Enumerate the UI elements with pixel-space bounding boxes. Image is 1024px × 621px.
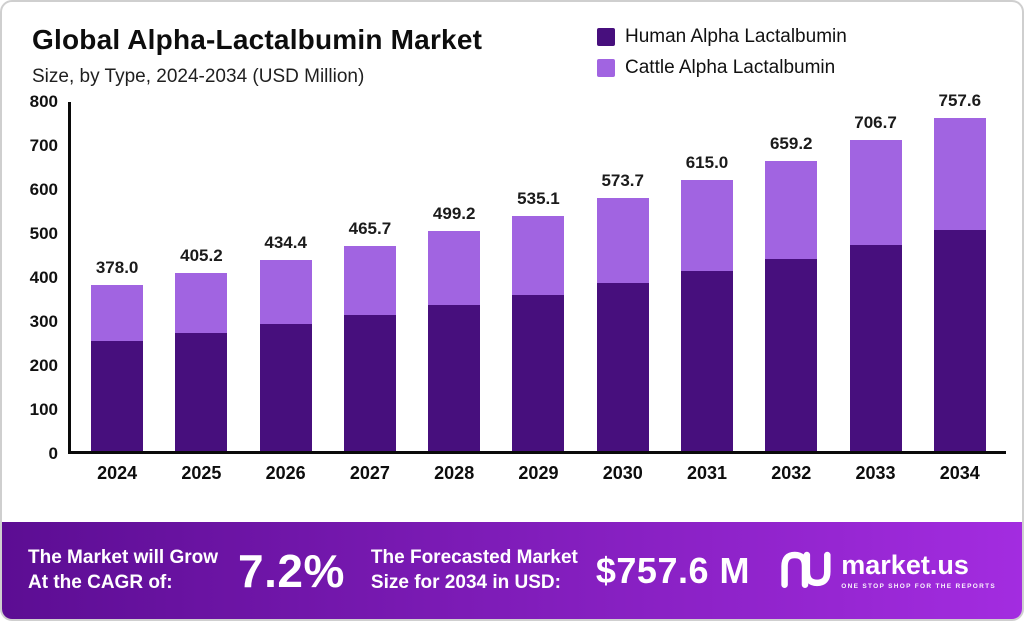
bar-segment-human <box>428 305 481 451</box>
bar-group: 378.0 <box>90 258 144 451</box>
x-axis-label: 2024 <box>97 463 138 483</box>
brand-text: market.us ONE STOP SHOP FOR THE REPORTS <box>841 549 996 590</box>
bar-segment-human <box>933 230 986 451</box>
bar-total-label: 757.6 <box>938 91 982 110</box>
forecast-label-line2: Size for 2034 in USD: <box>370 571 561 593</box>
chart-legend: Human Alpha Lactalbumin Cattle Alpha Lact… <box>597 26 847 79</box>
brand-name: market.us <box>841 549 969 580</box>
bar-segment-human <box>259 324 312 451</box>
y-tick-label: 200 <box>29 356 58 375</box>
bar-total-label: 706.7 <box>854 113 897 132</box>
bar-group: 573.7 <box>596 171 650 451</box>
plot-wrap: 378.0 405.2 434.4 465.7 499.2 535.1 573.7 615.0… <box>68 91 1006 522</box>
x-axis-label: 2032 <box>771 463 812 483</box>
bar-total-label: 405.2 <box>180 246 223 265</box>
y-tick-label: 400 <box>29 268 58 287</box>
forecast-value: $757.6 M <box>595 549 750 591</box>
bar-group: 405.2 <box>174 246 228 451</box>
x-axis-label: 2031 <box>686 463 727 483</box>
bar-segment-human <box>849 245 902 451</box>
bar-total-label: 535.1 <box>517 189 560 208</box>
bar-segment-cattle <box>91 285 144 341</box>
cagr-label-line1: The Market will Grow <box>28 546 219 568</box>
bar-segment-cattle <box>259 260 312 324</box>
bar-total-label: 499.2 <box>432 204 476 223</box>
bar-total-label: 659.2 <box>769 134 813 153</box>
bar-segment-human <box>343 315 396 451</box>
page-title: Global Alpha-Lactalbumin Market <box>32 24 483 55</box>
bar-total-label: 465.7 <box>348 219 392 238</box>
bar-group: 757.6 <box>933 91 987 451</box>
bar-segment-human <box>91 341 144 451</box>
y-tick-label: 700 <box>29 136 58 155</box>
x-axis-labels: 2024 2025 2026 2027 2028 2029 2030 2031 2032 2033… <box>71 463 1006 484</box>
y-tick-label: 100 <box>29 400 58 419</box>
bar-segment-cattle <box>512 216 565 295</box>
bar-segment-human <box>512 295 565 451</box>
chart-area: 0 100 200 300 400 500 600 700 800 378.0 405.2 434.… <box>2 88 1022 522</box>
legend-item: Human Alpha Lactalbumin <box>597 26 847 48</box>
bar-total-label: 378.0 <box>95 258 139 277</box>
x-axis-label: 2033 <box>855 463 896 483</box>
x-axis-label: 2028 <box>434 463 475 483</box>
bar-segment-cattle <box>596 198 649 283</box>
plot-area: 378.0 405.2 434.4 465.7 499.2 535.1 573.7 615.0… <box>68 91 1006 454</box>
y-tick-label: 0 <box>48 444 58 463</box>
bar-group: 535.1 <box>511 189 565 451</box>
bar-segment-human <box>765 259 818 451</box>
y-tick-label: 600 <box>29 180 58 199</box>
cagr-label-line2: At the CAGR of: <box>28 571 173 593</box>
y-tick-label: 300 <box>29 312 58 331</box>
chart-header: Global Alpha-Lactalbumin Market Size, by… <box>2 2 1022 88</box>
legend-swatch-icon <box>597 59 615 77</box>
bar-group: 659.2 <box>764 134 818 451</box>
bar-group: 706.7 <box>849 113 903 451</box>
y-tick-label: 500 <box>29 224 58 243</box>
forecast-label-line1: The Forecasted Market <box>370 546 578 568</box>
x-axis-label: 2029 <box>518 463 559 483</box>
bar-group: 615.0 <box>680 153 734 451</box>
bar-total-label: 573.7 <box>601 171 644 190</box>
brand-logo[interactable]: market.us ONE STOP SHOP FOR THE REPORTS <box>779 547 996 594</box>
bar-segment-human <box>596 283 649 451</box>
cagr-value: 7.2% <box>238 544 345 597</box>
legend-label: Cattle Alpha Lactalbumin <box>625 57 836 78</box>
bar-segment-cattle <box>680 180 733 271</box>
bar-segment-human <box>680 271 733 451</box>
forecast-label: The Forecasted Market Size for 2034 in U… <box>371 546 578 595</box>
bar-segment-cattle <box>933 118 986 230</box>
y-tick-label: 800 <box>29 92 58 111</box>
brand-tagline: ONE STOP SHOP FOR THE REPORTS <box>841 582 996 590</box>
x-axis-label: 2030 <box>602 463 643 483</box>
bar-segment-human <box>175 333 228 451</box>
legend-label: Human Alpha Lactalbumin <box>625 26 847 47</box>
bar-segment-cattle <box>175 273 228 333</box>
bar-group: 434.4 <box>259 233 313 451</box>
bar-segment-cattle <box>765 161 818 259</box>
y-axis: 0 100 200 300 400 500 600 700 800 <box>22 92 68 463</box>
x-axis-label: 2025 <box>181 463 222 483</box>
x-axis-label: 2034 <box>939 463 980 483</box>
bar-segment-cattle <box>428 231 481 305</box>
bar-total-label: 615.0 <box>685 153 729 172</box>
bar-segment-cattle <box>343 246 396 315</box>
bar-group: 465.7 <box>343 219 397 451</box>
x-axis-label: 2026 <box>265 463 306 483</box>
cagr-label: The Market will Grow At the CAGR of: <box>28 546 218 595</box>
chart-subtitle: Size, by Type, 2024-2034 (USD Million) <box>32 66 365 87</box>
legend-item: Cattle Alpha Lactalbumin <box>597 57 847 79</box>
footer-banner: The Market will Grow At the CAGR of: 7.2… <box>2 522 1022 619</box>
bar-segment-cattle <box>849 140 902 245</box>
bar-group: 499.2 <box>427 204 481 451</box>
bar-total-label: 434.4 <box>264 233 307 252</box>
legend-swatch-icon <box>597 28 615 46</box>
x-axis-label: 2027 <box>349 463 390 483</box>
marketus-logo-icon <box>779 547 831 594</box>
